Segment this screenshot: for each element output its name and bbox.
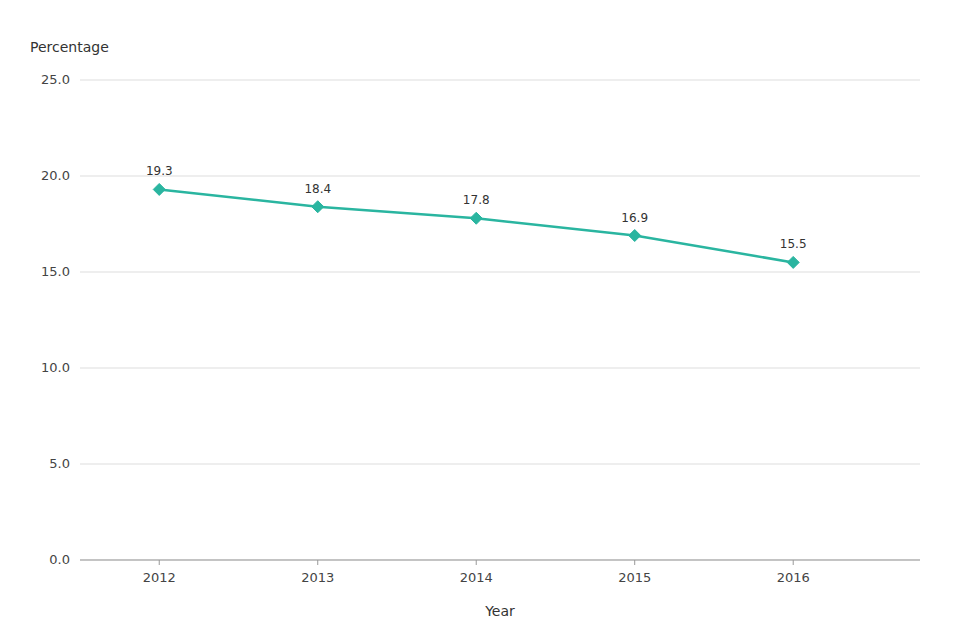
- grid-line: [80, 368, 920, 369]
- grid-line: [80, 176, 920, 177]
- x-axis-line: [80, 560, 920, 561]
- x-tick-label: 2013: [301, 570, 334, 585]
- y-tick-label: 5.0: [49, 456, 70, 471]
- y-tick-label: 10.0: [41, 360, 70, 375]
- marker: [470, 212, 482, 224]
- background: [0, 0, 960, 640]
- y-tick-label: 0.0: [49, 552, 70, 567]
- y-grid: [80, 80, 920, 560]
- x-tick: [634, 560, 635, 565]
- y-tick-label: 15.0: [41, 264, 70, 279]
- chart: 0.0 5.0 10.0 15.0 20.0 25.0 2012 2013 2014 2015 20…: [0, 0, 960, 640]
- line: [159, 189, 793, 262]
- x-tick-label: 2012: [143, 570, 176, 585]
- x-tick-label: 2016: [777, 570, 810, 585]
- marker: [312, 201, 324, 213]
- y-tick-label: 20.0: [41, 168, 70, 183]
- grid-line: [80, 464, 920, 465]
- x-axis-label: Year: [484, 603, 515, 619]
- marker: [629, 230, 641, 242]
- x-tick-label: 2015: [618, 570, 651, 585]
- x-tick: [317, 560, 318, 565]
- y-tick-label: 25.0: [41, 72, 70, 87]
- x-tick-label: 2014: [460, 570, 493, 585]
- data-label: 19.3: [146, 164, 173, 178]
- x-tick: [793, 560, 794, 565]
- data-label: 15.5: [780, 237, 807, 251]
- data-label: 17.8: [463, 193, 490, 207]
- x-tick: [476, 560, 477, 565]
- data-label: 16.9: [621, 211, 648, 225]
- marker: [153, 183, 165, 195]
- plot-area: [153, 183, 799, 268]
- grid-line: [80, 560, 920, 561]
- y-axis-label: Percentage: [30, 39, 109, 55]
- marker: [787, 256, 799, 268]
- data-label: 18.4: [304, 182, 331, 196]
- grid-line: [80, 272, 920, 273]
- x-tick: [159, 560, 160, 565]
- grid-line: [80, 80, 920, 81]
